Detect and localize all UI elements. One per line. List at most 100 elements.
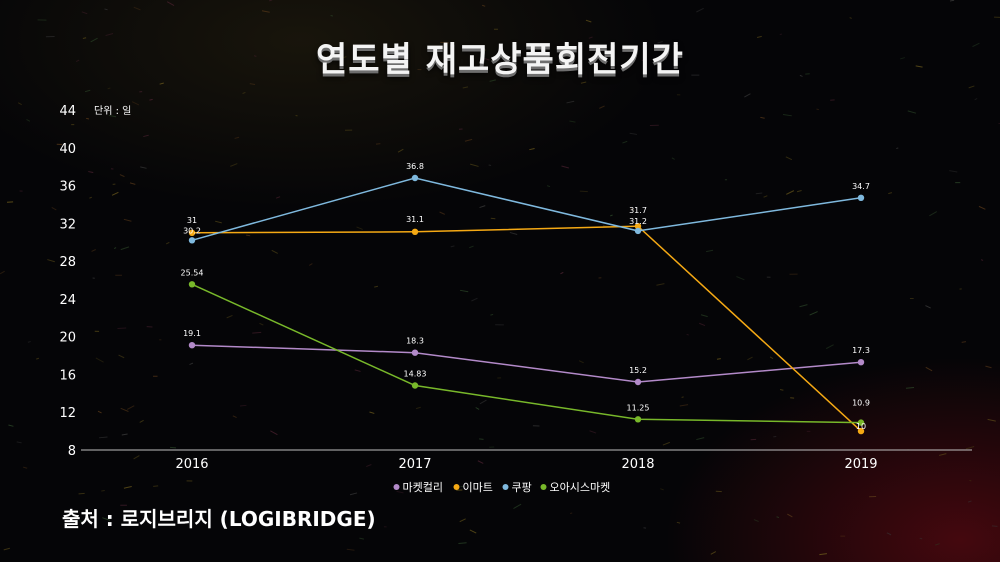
background-speck	[900, 57, 905, 60]
data-point	[411, 228, 419, 235]
data-label: 31	[187, 216, 197, 225]
y-tick-label: 16	[59, 368, 76, 383]
background-speck	[88, 171, 94, 173]
background-speck	[546, 185, 551, 188]
data-label: 30.2	[183, 226, 201, 235]
background-speck	[819, 553, 827, 556]
background-speck	[622, 140, 628, 144]
background-speck	[796, 190, 802, 193]
background-speck	[705, 249, 714, 253]
background-speck	[249, 83, 256, 86]
background-speck	[479, 399, 487, 405]
data-label: 11.25	[627, 403, 650, 412]
background-speck	[215, 220, 222, 224]
background-speck	[529, 147, 535, 151]
data-label: 18.3	[406, 337, 424, 346]
series-points	[188, 174, 865, 435]
data-point	[411, 382, 419, 389]
background-speck	[469, 245, 474, 249]
background-speck	[95, 357, 104, 363]
background-speck	[252, 331, 262, 334]
background-speck	[82, 37, 87, 39]
background-speck	[226, 314, 233, 319]
background-speck	[477, 460, 484, 464]
background-speck	[641, 59, 645, 62]
background-speck	[609, 214, 613, 217]
y-tick-label: 28	[59, 255, 76, 270]
background-speck	[662, 441, 671, 446]
background-speck	[660, 488, 664, 491]
background-speck	[108, 114, 117, 118]
unit-label: 단위 : 일	[94, 104, 131, 117]
background-speck	[450, 245, 455, 248]
background-speck	[270, 430, 278, 436]
data-point	[857, 427, 865, 435]
series-line	[191, 177, 862, 242]
background-speck	[113, 247, 117, 250]
legend-entry: 이마트	[463, 481, 493, 494]
background-speck	[81, 11, 88, 15]
series-line	[191, 283, 862, 424]
background-speck	[366, 464, 372, 468]
data-point	[411, 349, 419, 356]
page-title: 연도별 재고상품회전기간	[316, 40, 684, 80]
background-speck	[189, 362, 194, 366]
background-speck	[934, 543, 940, 546]
x-tick-label: 2017	[398, 457, 431, 472]
background-speck	[47, 259, 55, 263]
background-speck	[700, 314, 708, 318]
background-speck	[786, 190, 795, 195]
background-speck	[471, 297, 478, 302]
x-axis-ticks: 2016 2017 2018 2019	[175, 457, 877, 472]
background-speck	[816, 108, 820, 111]
background-speck	[129, 182, 136, 185]
legend-entry: 마켓컬리	[403, 481, 443, 494]
background-speck	[364, 44, 370, 48]
background-speck	[479, 205, 486, 209]
background-speck	[978, 205, 986, 210]
background-speck	[104, 8, 108, 11]
background-speck	[415, 406, 421, 410]
legend-marker	[393, 484, 400, 490]
background-speck	[566, 100, 575, 104]
background-speck	[569, 120, 576, 123]
background-speck	[967, 500, 972, 503]
background-speck	[809, 311, 818, 316]
y-axis-ticks: 8 12 16 20 24 28 32 36 40 44	[59, 104, 76, 459]
background-speck	[969, 479, 972, 482]
background-speck	[799, 304, 808, 308]
background-speck	[459, 518, 466, 523]
background-speck	[269, 0, 273, 2]
background-speck	[166, 1, 175, 7]
background-speck	[623, 46, 629, 49]
background-speck	[75, 59, 80, 63]
background-speck	[490, 313, 494, 316]
source-caption: 출처 : 로지브리지 (LOGIBRIDGE)	[62, 507, 376, 531]
background-speck	[27, 341, 31, 343]
background-speck	[469, 529, 477, 534]
x-tick-label: 2019	[844, 457, 877, 472]
background-speck	[938, 453, 947, 456]
background-speck	[464, 138, 473, 142]
y-tick-label: 12	[59, 406, 76, 421]
series-lines	[191, 177, 862, 432]
background-speck	[686, 333, 689, 336]
background-speck	[16, 441, 22, 444]
background-speck	[760, 116, 765, 119]
background-speck	[127, 405, 135, 410]
data-label: 14.83	[404, 370, 427, 379]
background-speck	[439, 211, 446, 215]
background-speck	[121, 433, 128, 436]
background-speck	[119, 174, 125, 178]
background-speck	[149, 98, 153, 101]
background-speck	[140, 166, 147, 169]
background-speck	[462, 86, 469, 89]
background-speck	[259, 322, 264, 326]
data-label: 15.2	[629, 366, 647, 375]
background-speck	[578, 360, 584, 364]
background-speck	[133, 455, 140, 460]
background-speck	[124, 514, 131, 517]
background-speck	[23, 466, 28, 469]
background-speck	[349, 492, 358, 496]
